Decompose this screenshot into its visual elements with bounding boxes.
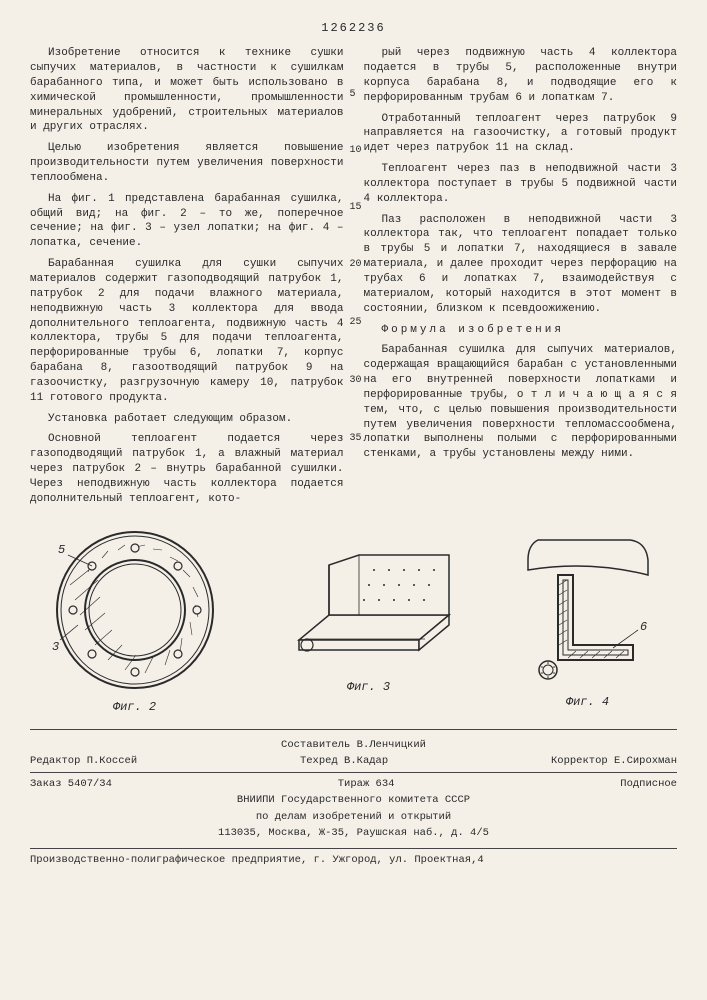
editor: Редактор П.Коссей xyxy=(30,754,137,768)
compiler: Составитель В.Ленчицкий xyxy=(30,738,677,752)
right-column: рый через подвижную часть 4 коллектора п… xyxy=(364,46,678,462)
divider xyxy=(30,772,677,773)
para: Теплоагент через паз в неподвижной части… xyxy=(364,162,678,207)
credits-block: Составитель В.Ленчицкий Редактор П.Коссе… xyxy=(30,729,677,840)
para: Барабанная сушилка для сушки сыпучих мат… xyxy=(30,257,344,405)
tech-editor: Техред В.Кадар xyxy=(300,754,388,768)
figure-2: 5 3 Фиг. 2 xyxy=(50,525,220,715)
org-address: 113035, Москва, Ж-35, Раушская наб., д. … xyxy=(30,826,677,840)
line-num: 5 xyxy=(350,88,356,102)
para: Паз расположен в неподвижной части 3 кол… xyxy=(364,213,678,317)
fig2-caption: Фиг. 2 xyxy=(50,699,220,715)
fig3-caption: Фиг. 3 xyxy=(269,679,469,695)
line-num: 30 xyxy=(350,374,362,388)
formula-title: Формула изобретения xyxy=(364,323,678,338)
order-number: Заказ 5407/34 xyxy=(30,777,112,791)
para: Барабанная сушилка для сыпучих материало… xyxy=(364,343,678,462)
para: На фиг. 1 представлена барабанная сушилк… xyxy=(30,192,344,251)
fig2-label-3: 3 xyxy=(52,640,59,654)
line-num: 20 xyxy=(350,258,362,272)
figure-4: 6 Фиг. 4 xyxy=(518,530,658,710)
fig4-caption: Фиг. 4 xyxy=(518,694,658,710)
org-line2: по делам изобретений и открытий xyxy=(30,810,677,824)
para: Установка работает следующим образом. xyxy=(30,412,344,427)
line-numbers: 5 10 15 20 25 30 35 xyxy=(350,46,362,512)
figure-3: Фиг. 3 xyxy=(269,545,469,695)
corrector: Корректор Е.Сирохман xyxy=(551,754,677,768)
para: Основной теплоагент подается через газоп… xyxy=(30,432,344,506)
line-num: 15 xyxy=(350,201,362,215)
figures-row: 5 3 Фиг. 2 Фиг. 3 xyxy=(30,525,677,715)
text-columns: Изобретение относится к технике сушки сы… xyxy=(30,46,677,512)
page-number: 1262236 xyxy=(30,20,677,36)
subscript: Подписное xyxy=(620,777,677,791)
tirazh: Тираж 634 xyxy=(338,777,395,791)
para: Отработанный теплоагент через патрубок 9… xyxy=(364,112,678,157)
fig4-label-6: 6 xyxy=(640,620,647,634)
para: рый через подвижную часть 4 коллектора п… xyxy=(364,46,678,105)
line-num: 35 xyxy=(350,432,362,446)
left-column: Изобретение относится к технике сушки сы… xyxy=(30,46,344,506)
fig2-label-5: 5 xyxy=(58,543,65,557)
line-num: 10 xyxy=(350,144,362,158)
org-line1: ВНИИПИ Государственного комитета СССР xyxy=(30,793,677,807)
para: Изобретение относится к технике сушки сы… xyxy=(30,46,344,135)
footer: Производственно-полиграфическое предприя… xyxy=(30,848,677,867)
line-num: 25 xyxy=(350,316,362,330)
para: Целью изобретения является повышение про… xyxy=(30,141,344,186)
